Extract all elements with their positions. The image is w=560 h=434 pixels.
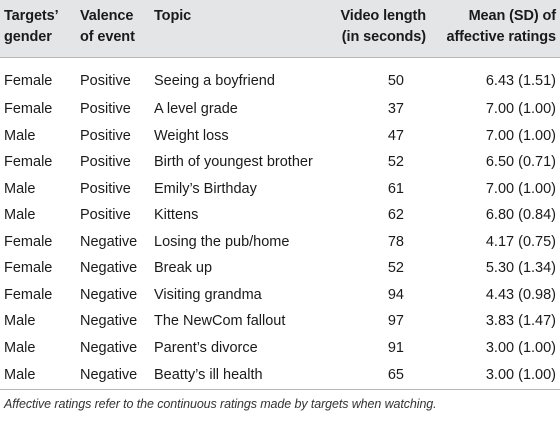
table-body: Female Positive Seeing a boyfriend 50 6.43 (… [0, 58, 560, 390]
cell-video-length: 52 [387, 260, 404, 277]
table-row: Male Negative Beatty’s ill health 65 3.00 (1… [0, 361, 560, 390]
cell-mean-sd: 3.00 (1.00) [430, 361, 560, 390]
cell-valence: Positive [80, 207, 131, 224]
cell-valence: Negative [80, 286, 138, 303]
cell-video-length: 52 [387, 154, 404, 171]
cell-gender: Female [4, 154, 53, 171]
cell-gender: Female [4, 260, 53, 277]
cell-topic: The NewCom fallout [154, 313, 286, 330]
stimulus-table: Targets’ gender Valence of event Topic V… [0, 0, 560, 411]
cell-video-length: 50 [387, 73, 404, 89]
cell-valence: Positive [80, 73, 131, 89]
table-row: Male Positive Kittens 62 6.80 (0.84) [0, 202, 560, 229]
header-length-line2: (in seconds) [341, 29, 426, 45]
header-video-length: Video length (in seconds) [323, 0, 430, 58]
header-length-line1: Video length [340, 8, 426, 24]
cell-gender: Male [4, 180, 36, 197]
cell-mean-sd: 7.00 (1.00) [485, 180, 556, 197]
data-table: Targets’ gender Valence of event Topic V… [0, 0, 560, 390]
cell-topic: Kittens [154, 207, 199, 224]
header-mean-line2: affective ratings [446, 29, 556, 45]
header-mean-line1: Mean (SD) of [468, 8, 557, 24]
cell-topic: Losing the pub/home [154, 233, 290, 250]
cell-gender: Male [4, 339, 36, 356]
header-gender-line2: gender [4, 29, 52, 45]
table-row: Female Negative Break up 52 5.30 (1.34) [0, 255, 560, 282]
cell-topic: Weight loss [154, 127, 229, 144]
cell-valence: Negative [80, 339, 138, 356]
cell-topic: A level grade [154, 101, 238, 118]
cell-video-length: 94 [387, 286, 404, 303]
cell-mean-sd: 6.80 (0.84) [485, 207, 556, 224]
table-row: Male Negative The NewCom fallout 97 3.83 (1.… [0, 308, 560, 335]
header-gender-line1: Targets’ [4, 8, 59, 24]
cell-topic: Emily’s Birthday [154, 180, 257, 197]
header-valence-line2: of event [80, 29, 135, 45]
cell-gender: Female [4, 233, 53, 250]
table-row: Male Positive Weight loss 47 7.00 (1.00) [0, 123, 560, 150]
cell-video-length: 47 [387, 127, 404, 144]
cell-mean-sd: 4.43 (0.98) [485, 286, 556, 303]
cell-mean-sd: 7.00 (1.00) [485, 127, 556, 144]
cell-topic: Visiting grandma [154, 286, 262, 303]
cell-topic: Birth of youngest brother [154, 154, 313, 171]
cell-mean-sd: 3.00 (1.00) [485, 339, 556, 356]
header-row: Targets’ gender Valence of event Topic V… [0, 0, 560, 58]
table-row: Female Negative Losing the pub/home 78 4.17 … [0, 229, 560, 256]
table-footnote: Affective ratings refer to the continuou… [4, 397, 437, 411]
cell-gender: Male [4, 127, 36, 144]
cell-video-length: 65 [323, 361, 430, 390]
cell-topic: Break up [154, 260, 213, 277]
cell-valence: Negative [76, 361, 150, 390]
cell-mean-sd: 3.83 (1.47) [485, 313, 556, 330]
cell-mean-sd: 6.43 (1.51) [485, 73, 556, 89]
cell-gender: Male [4, 207, 36, 224]
cell-video-length: 62 [387, 207, 404, 224]
cell-mean-sd: 5.30 (1.34) [485, 260, 556, 277]
cell-valence: Positive [80, 101, 131, 118]
table-row: Female Positive A level grade 37 7.00 (1.00) [0, 96, 560, 123]
cell-valence: Negative [80, 233, 138, 250]
cell-gender: Male [4, 313, 36, 330]
cell-valence: Negative [80, 260, 138, 277]
cell-topic: Parent’s divorce [154, 339, 258, 356]
cell-video-length: 97 [387, 313, 404, 330]
header-gender: Targets’ gender [0, 0, 76, 58]
cell-gender: Female [4, 101, 53, 118]
cell-gender: Female [4, 73, 53, 89]
table-row: Female Positive Seeing a boyfriend 50 6.43 (… [0, 58, 560, 97]
table-row: Female Negative Visiting grandma 94 4.43 (0.… [0, 282, 560, 309]
cell-video-length: 91 [387, 339, 404, 356]
cell-mean-sd: 4.17 (0.75) [485, 233, 556, 250]
table-row: Male Negative Parent’s divorce 91 3.00 (1.00… [0, 335, 560, 362]
header-mean-sd: Mean (SD) of affective ratings [430, 0, 560, 58]
cell-valence: Positive [80, 180, 131, 197]
cell-video-length: 61 [387, 180, 404, 197]
table-row: Female Positive Birth of youngest brother 5… [0, 149, 560, 176]
cell-gender: Male [0, 361, 76, 390]
header-valence-line1: Valence [80, 8, 134, 24]
cell-topic: Beatty’s ill health [150, 361, 323, 390]
header-valence: Valence of event [76, 0, 150, 58]
cell-gender: Female [4, 286, 53, 303]
table-header: Targets’ gender Valence of event Topic V… [0, 0, 560, 58]
cell-mean-sd: 7.00 (1.00) [485, 101, 556, 118]
table-row: Male Positive Emily’s Birthday 61 7.00 (1.00… [0, 176, 560, 203]
cell-video-length: 37 [387, 101, 404, 118]
cell-mean-sd: 6.50 (0.71) [485, 154, 556, 171]
cell-video-length: 78 [387, 233, 404, 250]
header-topic: Topic [150, 0, 323, 58]
header-topic-label: Topic [154, 8, 192, 24]
cell-valence: Positive [80, 127, 131, 144]
cell-topic: Seeing a boyfriend [154, 73, 275, 89]
cell-valence: Positive [80, 154, 131, 171]
cell-valence: Negative [80, 313, 138, 330]
